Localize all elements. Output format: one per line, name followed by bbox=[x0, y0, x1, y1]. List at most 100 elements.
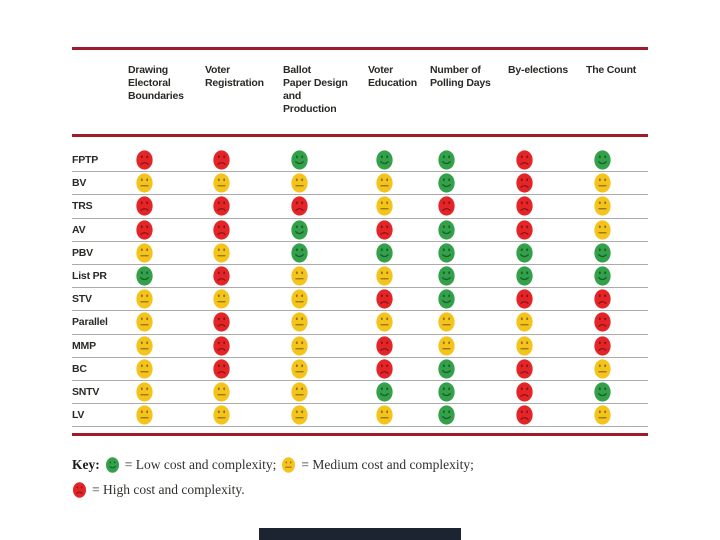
table-cell bbox=[205, 289, 283, 309]
green-smiley-face-icon bbox=[594, 382, 611, 402]
table-cell bbox=[508, 289, 586, 309]
table-cell bbox=[430, 220, 508, 240]
table-cell bbox=[368, 359, 430, 379]
row-label: LV bbox=[72, 409, 85, 422]
legend-line-1: Key: = Low cost and complexity; = Medium c… bbox=[72, 452, 474, 477]
table-row: SNTV bbox=[72, 381, 648, 405]
yellow-neutral-face-icon bbox=[136, 405, 153, 425]
yellow-neutral-face-icon bbox=[291, 289, 308, 309]
table-cell bbox=[508, 335, 586, 356]
table-cell bbox=[430, 335, 508, 356]
table-cell bbox=[508, 173, 586, 193]
yellow-neutral-face-icon bbox=[376, 266, 393, 286]
legend-entry: = Medium cost and complexity; bbox=[281, 457, 474, 473]
table-cell bbox=[430, 289, 508, 309]
table-cell bbox=[368, 266, 430, 286]
table-cell bbox=[283, 289, 368, 309]
legend-title: Key: bbox=[72, 456, 100, 472]
table-row: STV bbox=[72, 288, 648, 312]
legend-entry: = Low cost and complexity; bbox=[105, 456, 276, 473]
yellow-neutral-face-icon bbox=[213, 289, 230, 309]
table-cell bbox=[586, 173, 648, 193]
table-cell bbox=[205, 266, 283, 286]
green-smiley-face-icon bbox=[291, 150, 308, 170]
column-header: Voter Education bbox=[368, 64, 417, 89]
table-cell bbox=[508, 382, 586, 402]
table-cell bbox=[128, 359, 205, 379]
green-smiley-face-icon bbox=[438, 266, 455, 286]
red-frown-face-icon bbox=[213, 150, 230, 170]
green-smiley-face-icon bbox=[376, 243, 393, 263]
row-label: Parallel bbox=[72, 316, 108, 329]
yellow-neutral-face-icon bbox=[376, 405, 393, 425]
table-cell bbox=[283, 382, 368, 402]
row-label: MMP bbox=[72, 339, 96, 352]
bottom-bar bbox=[259, 528, 461, 540]
yellow-neutral-face-icon bbox=[376, 196, 393, 217]
red-frown-face-icon bbox=[376, 289, 393, 309]
table-cell bbox=[430, 243, 508, 263]
table-cell bbox=[205, 243, 283, 263]
table-cell bbox=[205, 335, 283, 356]
green-smiley-face-icon bbox=[291, 220, 308, 240]
column-header: Number of Polling Days bbox=[430, 64, 491, 89]
table-cell bbox=[586, 150, 648, 170]
table-cell bbox=[508, 220, 586, 240]
yellow-neutral-face-icon bbox=[594, 196, 611, 217]
yellow-neutral-face-icon bbox=[136, 359, 153, 379]
row-label: List PR bbox=[72, 270, 107, 283]
table-cell bbox=[586, 405, 648, 425]
table-cell bbox=[368, 196, 430, 217]
yellow-neutral-face-icon bbox=[594, 220, 611, 240]
red-frown-face-icon bbox=[516, 196, 533, 217]
table-cell bbox=[508, 243, 586, 263]
red-frown-face-icon bbox=[516, 382, 533, 402]
red-frown-face-icon bbox=[213, 196, 230, 217]
table-cell bbox=[430, 196, 508, 217]
green-smiley-face-icon bbox=[438, 220, 455, 240]
table-cell bbox=[205, 150, 283, 170]
column-header: The Count bbox=[586, 64, 637, 76]
table-cell bbox=[586, 335, 648, 356]
yellow-neutral-face-icon bbox=[438, 312, 455, 333]
row-label: STV bbox=[72, 293, 92, 306]
yellow-neutral-face-icon bbox=[594, 359, 611, 379]
green-smiley-face-icon bbox=[438, 382, 455, 402]
green-smiley-face-icon bbox=[438, 359, 455, 379]
green-smiley-face-icon bbox=[376, 150, 393, 170]
yellow-neutral-face-icon bbox=[438, 335, 455, 356]
header-rule bbox=[72, 134, 648, 137]
yellow-neutral-face-icon bbox=[136, 382, 153, 402]
red-frown-face-icon bbox=[213, 359, 230, 379]
table-cell bbox=[128, 243, 205, 263]
row-label: TRS bbox=[72, 200, 93, 213]
red-frown-face-icon bbox=[376, 220, 393, 240]
table-row: TRS bbox=[72, 195, 648, 219]
red-frown-face-icon bbox=[376, 335, 393, 356]
table-cell bbox=[205, 196, 283, 217]
column-header: By-elections bbox=[508, 64, 569, 76]
table-cell bbox=[128, 220, 205, 240]
yellow-neutral-face-icon bbox=[213, 173, 230, 193]
red-frown-face-icon bbox=[516, 220, 533, 240]
table-cell bbox=[128, 335, 205, 356]
green-smiley-face-icon bbox=[438, 150, 455, 170]
table-cell bbox=[205, 312, 283, 333]
red-frown-face-icon bbox=[291, 196, 308, 217]
red-frown-face-icon bbox=[136, 150, 153, 170]
table-cell bbox=[128, 150, 205, 170]
yellow-neutral-face-icon bbox=[291, 173, 308, 193]
red-frown-face-icon bbox=[376, 359, 393, 379]
legend-entry: = High cost and complexity. bbox=[72, 482, 245, 498]
yellow-neutral-face-icon bbox=[291, 359, 308, 379]
column-header: Drawing Electoral Boundaries bbox=[128, 64, 184, 102]
table-cell bbox=[368, 150, 430, 170]
legend-line-2: = High cost and complexity. bbox=[72, 477, 474, 502]
red-frown-face-icon bbox=[516, 289, 533, 309]
row-label: SNTV bbox=[72, 385, 100, 398]
yellow-neutral-face-icon bbox=[136, 312, 153, 333]
yellow-neutral-face-icon bbox=[213, 243, 230, 263]
table-row: PBV bbox=[72, 242, 648, 265]
table-row: LV bbox=[72, 404, 648, 428]
green-smiley-face-icon bbox=[105, 456, 119, 473]
